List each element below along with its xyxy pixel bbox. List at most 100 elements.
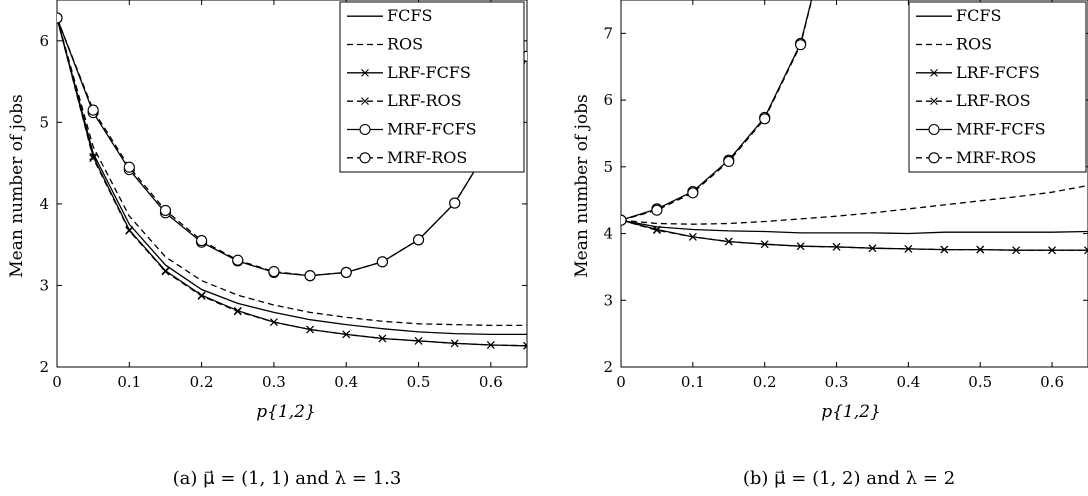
series-line-mrf-ros <box>621 0 813 221</box>
y-tick-label: 4 <box>39 195 49 213</box>
caption-b: (b) μ⃗ = (1, 2) and λ = 2 <box>743 468 955 489</box>
y-tick-label: 2 <box>39 358 49 376</box>
y-tick-label: 7 <box>603 24 613 42</box>
chart-panel-b: 0 0.1 0.2 0.3 0.4 0.5 0.6 2 3 4 5 6 7 Mean number of… <box>572 0 1088 489</box>
data-point-lrf-ros <box>976 245 985 254</box>
data-point-lrf-ros <box>450 339 459 348</box>
series-line-mrf-fcfs <box>621 0 813 221</box>
data-point-mrf-ros <box>159 204 172 216</box>
data-point-mrf-ros <box>196 235 208 247</box>
data-point-mrf-ros <box>87 104 99 116</box>
legend-label: FCFS <box>387 6 432 25</box>
plot-area-frame <box>56 0 528 368</box>
data-point-lrf-ros <box>306 325 314 334</box>
series-line-fcfs <box>621 219 1088 235</box>
y-tick-label: 2 <box>603 358 613 376</box>
y-tick-label: 5 <box>603 158 613 176</box>
data-point-lrf-ros <box>414 337 423 345</box>
data-point-lrf-ros <box>523 341 527 350</box>
y-tick-label: 3 <box>603 291 613 309</box>
legend-marker <box>359 152 371 164</box>
data-point-lrf-ros <box>342 330 351 339</box>
data-point-lrf-ros <box>904 245 913 253</box>
x-tick-label: 0.1 <box>117 373 141 391</box>
x-tick-label: 0 <box>616 373 626 391</box>
data-point-mrf-ros <box>412 234 425 246</box>
x-tick-label: 0.6 <box>479 373 503 391</box>
data-point-lrf-ros <box>125 226 134 235</box>
data-point-mrf-ros <box>57 12 63 24</box>
data-point-lrf-ros <box>868 244 877 253</box>
legend-marker <box>930 97 938 106</box>
data-point-mrf-ros <box>759 113 771 125</box>
legend-label: MRF-FCFS <box>956 120 1046 139</box>
legend-label: LRF-FCFS <box>956 63 1040 82</box>
y-axis-label: Mean number of jobs <box>7 94 27 278</box>
data-point-mrf-ros <box>449 197 461 209</box>
legend-label: MRF-FCFS <box>387 120 477 139</box>
data-point-lrf-ros <box>378 334 387 343</box>
series-line-ros <box>57 17 527 327</box>
data-point-mrf-ros <box>795 39 807 51</box>
legend-label: FCFS <box>956 6 1001 25</box>
x-tick-label: 0.3 <box>262 373 286 391</box>
legend-label: LRF-ROS <box>387 91 462 110</box>
x-tick-label: 0.2 <box>753 373 777 391</box>
data-point-mrf-ros <box>651 204 663 216</box>
x-tick-label: 0.3 <box>825 373 849 391</box>
data-point-lrf-ros <box>724 237 733 246</box>
series-line-ros <box>621 184 1088 225</box>
x-tick-label: 0 <box>52 373 62 391</box>
series-line-fcfs <box>57 17 527 336</box>
x-tick-label: 0.2 <box>190 373 214 391</box>
data-point-lrf-ros <box>486 341 495 349</box>
legend-marker <box>928 152 940 164</box>
data-point-mrf-ros <box>340 266 352 278</box>
legend-label: ROS <box>387 35 423 54</box>
data-point-lrf-ros <box>89 154 98 163</box>
x-tick-label: 0.1 <box>681 373 705 391</box>
x-tick-label: 0.4 <box>896 373 920 391</box>
data-point-lrf-ros <box>653 226 661 235</box>
y-tick-label: 4 <box>603 225 613 243</box>
data-point-lrf-ros <box>688 232 697 241</box>
legend-marker <box>359 123 371 136</box>
caption-a: (a) μ⃗ = (1, 1) and λ = 1.3 <box>173 468 402 489</box>
legend-label: LRF-FCFS <box>387 63 471 82</box>
legend-label: ROS <box>956 35 992 54</box>
chart-panel-a: 0 0.1 0.2 0.3 0.4 0.5 0.6 2 3 4 5 6 Mean number of … <box>7 0 528 489</box>
data-point-lrf-ros <box>1084 246 1088 255</box>
data-point-lrf-ros <box>760 240 769 249</box>
series-line-mrf-ros <box>57 17 527 277</box>
y-tick-label: 5 <box>39 113 49 131</box>
legend-marker <box>361 97 369 106</box>
plot-area-frame <box>620 0 1088 368</box>
series-line-lrf-ros <box>621 219 1088 251</box>
legend-label: MRF-ROS <box>387 148 467 167</box>
legend-marker <box>361 68 369 77</box>
x-tick-label: 0.4 <box>334 373 358 391</box>
y-tick-label: 6 <box>39 32 49 50</box>
data-point-mrf-ros <box>376 256 388 268</box>
data-point-lrf-ros <box>796 242 805 251</box>
data-point-lrf-ros <box>940 245 949 254</box>
data-point-lrf-ros <box>1012 246 1021 255</box>
data-point-mrf-ros <box>232 254 244 266</box>
y-tick-label: 3 <box>39 276 49 294</box>
legend-marker <box>930 68 938 77</box>
legend-label: MRF-ROS <box>956 148 1036 167</box>
data-point-lrf-ros <box>161 267 170 276</box>
data-point-mrf-ros <box>621 214 627 226</box>
x-tick-label: 0.5 <box>968 373 992 391</box>
x-tick-label: 0.6 <box>1040 373 1064 391</box>
data-point-mrf-ros <box>687 187 699 199</box>
data-point-lrf-ros <box>832 243 841 251</box>
data-point-mrf-ros <box>268 266 280 278</box>
y-tick-label: 6 <box>603 91 613 109</box>
y-axis-label: Mean number of jobs <box>572 94 592 278</box>
legend-box <box>908 1 1087 173</box>
series-line-lrf-ros <box>57 17 527 347</box>
legend-marker <box>928 123 940 136</box>
legend-label: LRF-ROS <box>956 91 1031 110</box>
